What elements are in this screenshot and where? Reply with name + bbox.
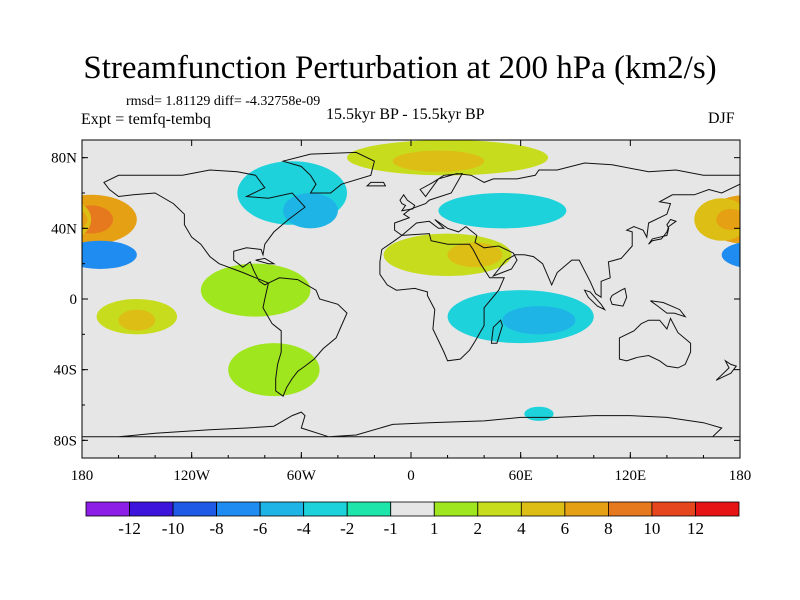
- coastline-path: [82, 411, 740, 438]
- coastline-path: [609, 287, 628, 307]
- colorbar-swatch: [390, 501, 435, 517]
- field-region: [283, 193, 338, 229]
- x-tick-label: 0: [407, 468, 415, 484]
- colorbar-label: -2: [340, 519, 354, 538]
- colorbar-swatch: [477, 501, 522, 517]
- colorbar-label: -4: [297, 519, 312, 538]
- coastline-path: [281, 151, 375, 194]
- coastline-path: [394, 162, 740, 299]
- field-region: [447, 242, 503, 268]
- coastline-path: [583, 289, 607, 311]
- coastline-path: [379, 233, 505, 362]
- y-axis: 80N 40N 0 40S 80S: [51, 151, 740, 449]
- colorbar-label: 6: [561, 519, 570, 538]
- colorbar-label: -8: [210, 519, 224, 538]
- field-region: [438, 193, 567, 229]
- field-region: [524, 406, 554, 421]
- colorbar-label: -6: [253, 519, 267, 538]
- colorbar-swatch: [303, 501, 348, 517]
- colorbar-swatch: [564, 501, 609, 517]
- coastline-path: [715, 359, 738, 381]
- x-tick-label: 120E: [614, 468, 646, 484]
- y-tick-label: 40S: [54, 363, 77, 379]
- colorbar-label: 2: [474, 519, 483, 538]
- colorbar-swatch: [85, 501, 130, 517]
- x-tick-label: 60E: [509, 468, 533, 484]
- coastline-path: [648, 218, 678, 245]
- coastline-path: [490, 319, 503, 344]
- colorbar-swatch: [695, 501, 740, 517]
- colorbar-label: 4: [517, 519, 526, 538]
- colorbar-swatch: [346, 501, 392, 517]
- colorbar-swatch: [129, 501, 174, 517]
- x-tick-label: 120W: [173, 468, 211, 484]
- field-region: [82, 205, 114, 234]
- field-region: [502, 306, 576, 335]
- y-tick-label: 40N: [51, 221, 77, 237]
- coastline-path: [255, 257, 276, 265]
- colorbar-swatch: [259, 501, 305, 517]
- colorbar-swatch: [520, 501, 566, 517]
- coastline-path: [365, 181, 387, 187]
- colorbar-swatch: [216, 501, 261, 517]
- field-region: [82, 211, 88, 228]
- x-tick-label: 180: [71, 468, 94, 484]
- colorbar-label: -1: [384, 519, 398, 538]
- field-region: [721, 242, 740, 268]
- colorbar: -12 -10 -8 -6 -4 -2 -1 1 2 4 6 8 10 12: [85, 501, 740, 538]
- colorbar-swatch: [651, 501, 696, 517]
- field-region: [392, 150, 485, 172]
- coastline: [82, 151, 740, 438]
- field-region: [228, 343, 320, 397]
- period-label: 15.5kyr BP - 15.5kyr BP: [326, 106, 485, 123]
- colorbar-label: 1: [430, 519, 439, 538]
- experiment-label: Expt = temfq-tembq: [81, 111, 211, 128]
- coastline-path: [650, 300, 687, 318]
- colorbar-label: 8: [604, 519, 613, 538]
- field-region: [200, 263, 311, 317]
- chart-title: Streamfunction Perturbation at 200 hPa (…: [83, 50, 717, 86]
- x-tick-label: 180: [729, 468, 752, 484]
- coastline-path: [399, 193, 416, 212]
- stats-text: rmsd= 1.81129 diff= -4.32758e-09: [126, 94, 321, 109]
- colorbar-label: -10: [162, 519, 185, 538]
- y-tick-label: 0: [70, 292, 78, 308]
- coastline-path: [103, 169, 306, 286]
- season-label: DJF: [708, 110, 735, 127]
- field-region: [716, 208, 740, 231]
- x-tick-label: 60W: [287, 468, 317, 484]
- streamfunction-field: [82, 140, 740, 421]
- colorbar-swatch: [433, 501, 479, 517]
- field-region: [82, 240, 137, 269]
- colorbar-label: 10: [643, 519, 660, 538]
- coastline-path: [618, 317, 692, 369]
- colorbar-swatch: [608, 501, 653, 517]
- y-tick-label: 80N: [51, 151, 77, 167]
- y-tick-label: 80S: [54, 433, 77, 449]
- map-background: [82, 140, 740, 458]
- colorbar-label: 12: [687, 519, 704, 538]
- coastline-path: [262, 277, 348, 397]
- field-region: [118, 309, 156, 331]
- colorbar-swatch: [172, 501, 217, 517]
- x-axis: 180 120W 60W 0 60E 120E 180: [71, 140, 752, 484]
- colorbar-label: -12: [118, 519, 141, 538]
